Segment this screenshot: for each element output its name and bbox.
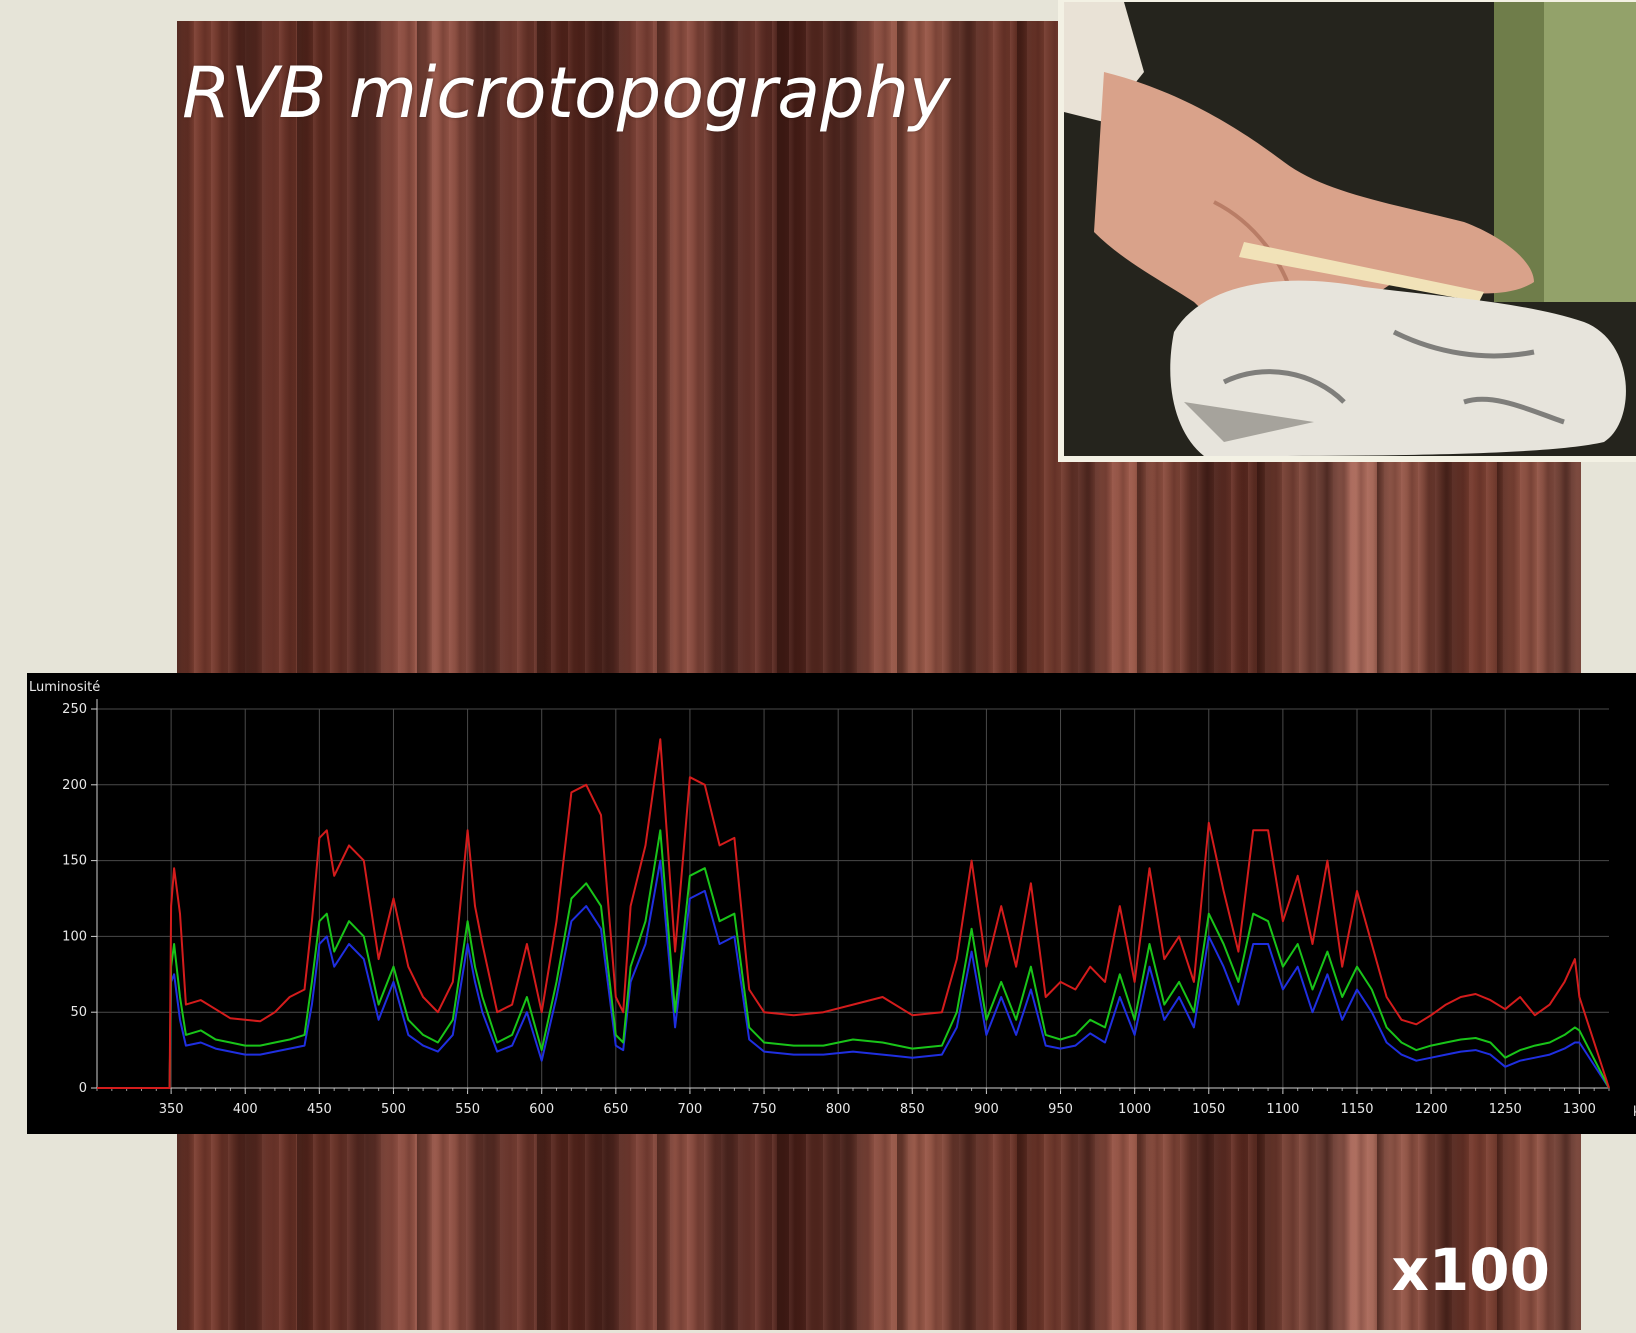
x-tick-label: 900: [974, 1102, 999, 1117]
rgb-luminosity-chart: 0 50 100 150 200 250 350 400 450 500 550 600 650 700 7…: [27, 673, 1636, 1134]
y-tick-label: 100: [62, 929, 87, 944]
x-axis-label: µm: [1633, 1102, 1636, 1117]
y-tick-label: 200: [62, 778, 87, 793]
x-tick-label: 700: [678, 1102, 703, 1117]
slide-title: RVB microtopography: [182, 52, 951, 134]
x-tick-label: 600: [529, 1102, 554, 1117]
x-tick-label: 950: [1048, 1102, 1073, 1117]
y-tick-label: 150: [62, 854, 87, 869]
x-tick-label: 500: [381, 1102, 406, 1117]
x-tick-label: 1150: [1340, 1102, 1373, 1117]
y-tick-label: 0: [79, 1081, 87, 1096]
y-tick-label: 250: [62, 702, 87, 717]
y-axis-label: Luminosité: [29, 680, 100, 695]
x-tick-label: 1000: [1118, 1102, 1151, 1117]
x-tick-label: 350: [159, 1102, 184, 1117]
x-tick-label: 1200: [1415, 1102, 1448, 1117]
x-tick-label: 1100: [1266, 1102, 1299, 1117]
magnification-label: x100: [1391, 1236, 1550, 1304]
x-tick-label: 450: [307, 1102, 332, 1117]
hand-illustration: [1064, 2, 1636, 456]
x-tick-label: 850: [900, 1102, 925, 1117]
x-tick-label: 800: [826, 1102, 851, 1117]
photo-content: [1064, 2, 1636, 456]
series-line-blue: [97, 859, 1610, 1089]
y-tick-label: 50: [70, 1005, 87, 1020]
x-tick-label: 1300: [1563, 1102, 1596, 1117]
x-tick-label: 550: [455, 1102, 480, 1117]
x-tick-label: 750: [752, 1102, 777, 1117]
x-tick-label: 1050: [1192, 1102, 1225, 1117]
x-tick-label: 1250: [1489, 1102, 1522, 1117]
series-line-green: [97, 829, 1610, 1089]
hand-processing-hide-photo: [1058, 0, 1636, 462]
series-line-red: [97, 738, 1610, 1089]
x-tick-label: 400: [233, 1102, 258, 1117]
x-tick-label: 650: [603, 1102, 628, 1117]
chart-svg: 0 50 100 150 200 250 350 400 450 500 550 600 650 700 7…: [29, 680, 1636, 1117]
